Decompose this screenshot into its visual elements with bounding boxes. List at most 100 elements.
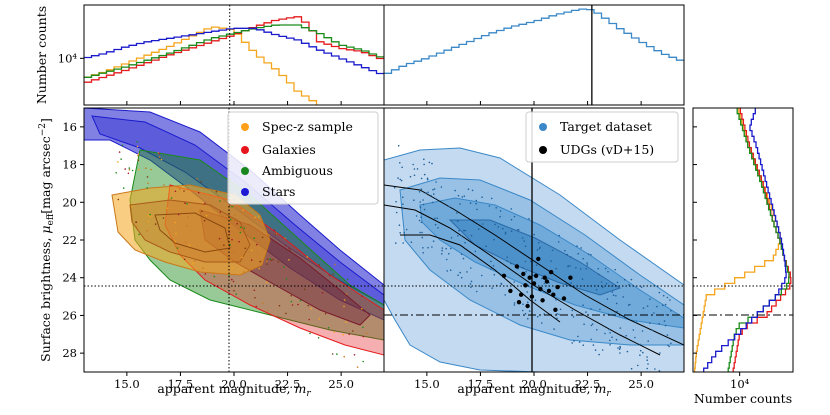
left-scatter-dot (285, 278, 288, 280)
target-scatter-dot (664, 303, 667, 306)
left-scatter-dot (255, 305, 258, 308)
left-scatter-dot (343, 305, 345, 308)
legend-galaxies-marker (241, 146, 249, 154)
left-scatter-dot (145, 167, 147, 169)
left-scatter-dot (213, 275, 216, 278)
target-scatter-dot (441, 249, 443, 252)
left-scatter-dot (236, 222, 238, 225)
udg-point (521, 271, 526, 277)
left-scatter-dot (285, 312, 287, 315)
target-scatter-dot (658, 370, 661, 372)
left-scatter-dot (266, 263, 269, 265)
right-x-tick-label: 22.5 (575, 377, 601, 391)
left-scatter-dot (239, 231, 242, 234)
target-scatter-dot (611, 291, 614, 293)
target-scatter-dot (410, 241, 413, 243)
target-scatter-dot (463, 195, 466, 197)
target-scatter-dot (619, 327, 622, 329)
left-scatter-dot (318, 318, 321, 320)
target-scatter-dot (422, 247, 424, 249)
target-scatter-dot (401, 207, 404, 210)
left-scatter-dot (345, 321, 347, 323)
target-scatter-dot (632, 329, 635, 331)
target-scatter-dot (446, 270, 449, 272)
target-scatter-dot (459, 271, 462, 274)
legend-udg-marker (539, 146, 547, 154)
stars-contour-inner (91, 115, 384, 306)
target-scatter-dot (580, 247, 582, 249)
target-scatter-dot (608, 328, 610, 331)
left-scatter-dot (229, 244, 231, 246)
left-scatter-dot (203, 219, 206, 222)
target-scatter-dot (604, 332, 606, 335)
target-scatter-dot (551, 249, 554, 252)
target-scatter-dot (642, 307, 645, 309)
left-scatter-dot (198, 211, 201, 213)
side-right-hist-lines (694, 108, 792, 372)
top-right-hist-panel (383, 4, 685, 106)
left-scatter-dot (166, 207, 169, 210)
left-x-tick-label: 22.5 (275, 377, 301, 391)
left-scatter-dot (257, 216, 260, 218)
target-scatter-dot (510, 208, 513, 210)
target-scatter-dot (540, 277, 543, 280)
target-scatter-dot (399, 162, 401, 164)
target-scatter-dot (541, 322, 543, 324)
target-scatter-dot (425, 192, 427, 194)
target-scatter-dot (598, 353, 600, 356)
left-scatter-dot (255, 243, 258, 246)
left-scatter-dot (243, 227, 246, 229)
target-scatter-dot (570, 256, 572, 258)
y-tick-label: 20 (62, 195, 77, 209)
target-scatter-dot (578, 341, 581, 343)
target-scatter-dot (522, 267, 524, 269)
top-y-axis-label: Number counts (34, 6, 49, 104)
target-scatter-dot (504, 294, 507, 296)
target-scatter-dot (422, 252, 425, 254)
target-scatter-dot (402, 196, 404, 198)
target-scatter-dot (522, 303, 524, 306)
target-scatter-dot (420, 216, 422, 218)
top-count-tick-label: 10⁴ (58, 51, 78, 65)
target-scatter-dot (409, 175, 412, 178)
target-scatter-dot (440, 186, 443, 188)
target-scatter-dot (590, 254, 592, 256)
target-scatter-dot (596, 329, 598, 331)
left-x-tick-label: 20.0 (221, 377, 247, 391)
right-x-tick-label: 15.0 (414, 377, 440, 391)
target-scatter-dot (663, 377, 665, 379)
left-legend-box (227, 111, 379, 205)
target-scatter-dot (634, 336, 636, 339)
target-scatter-dot (456, 220, 459, 222)
target-scatter-dot (469, 283, 472, 285)
target-scatter-dot (662, 304, 664, 307)
left-scatter-dot (183, 190, 185, 192)
target-scatter-dot (590, 338, 592, 341)
target-scatter-dot (403, 232, 405, 234)
left-scatter-dot (120, 158, 122, 160)
target-scatter-dot (617, 347, 619, 349)
left-scatter-dot (197, 191, 200, 194)
target-scatter-dot (522, 309, 524, 312)
target-scatter-dot (469, 202, 472, 204)
target-scatter-dot (601, 349, 604, 351)
left-scatter-dot (183, 258, 186, 261)
target-scatter-dot (662, 294, 665, 297)
left-scatter-dot (231, 267, 233, 269)
target-scatter-dot (566, 253, 569, 256)
udg-point (551, 292, 556, 297)
udg-point (546, 288, 552, 294)
left-scatter-dot (288, 259, 290, 261)
target-scatter-dot (585, 268, 587, 270)
target-scatter-dot (521, 237, 524, 239)
target-scatter-dot (616, 310, 618, 313)
target-scatter-dot (513, 302, 516, 304)
target-scatter-dot (413, 199, 415, 201)
target-scatter-dot (626, 350, 629, 353)
target-scatter-dot (615, 302, 618, 305)
target-scatter-dot (448, 252, 450, 255)
target-scatter-dot (658, 322, 660, 325)
target-scatter-dot (629, 303, 631, 306)
left-scatter-dot (212, 272, 215, 275)
main-left-panel: Spec-z sample Galaxies Ambiguous Stars (83, 107, 385, 373)
